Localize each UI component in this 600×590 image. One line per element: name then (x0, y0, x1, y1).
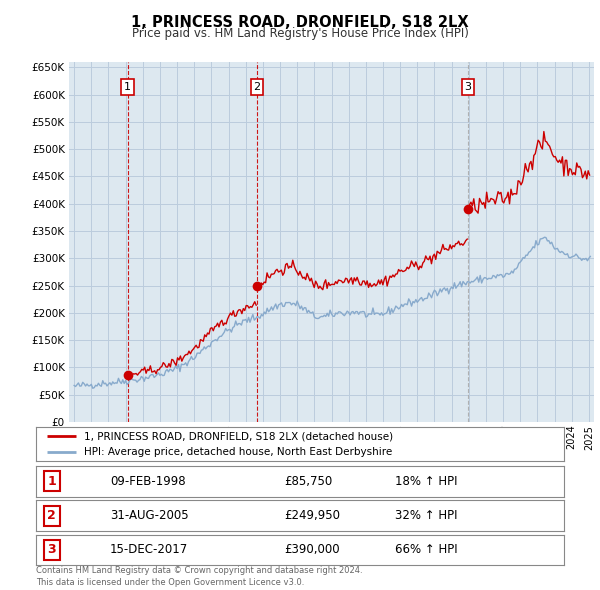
Text: 31-AUG-2005: 31-AUG-2005 (110, 509, 188, 522)
Text: £85,750: £85,750 (284, 475, 332, 488)
Text: 32% ↑ HPI: 32% ↑ HPI (395, 509, 458, 522)
Text: 1, PRINCESS ROAD, DRONFIELD, S18 2LX: 1, PRINCESS ROAD, DRONFIELD, S18 2LX (131, 15, 469, 30)
Text: 3: 3 (47, 543, 56, 556)
Text: 1: 1 (47, 475, 56, 488)
Text: 1: 1 (124, 82, 131, 92)
Text: 18% ↑ HPI: 18% ↑ HPI (395, 475, 458, 488)
Text: 66% ↑ HPI: 66% ↑ HPI (395, 543, 458, 556)
Text: £249,950: £249,950 (284, 509, 340, 522)
Text: 2: 2 (47, 509, 56, 522)
Text: £390,000: £390,000 (284, 543, 340, 556)
Text: 3: 3 (464, 82, 472, 92)
Text: 15-DEC-2017: 15-DEC-2017 (110, 543, 188, 556)
Text: HPI: Average price, detached house, North East Derbyshire: HPI: Average price, detached house, Nort… (83, 447, 392, 457)
Text: 09-FEB-1998: 09-FEB-1998 (110, 475, 185, 488)
Text: 2: 2 (253, 82, 260, 92)
Text: Price paid vs. HM Land Registry's House Price Index (HPI): Price paid vs. HM Land Registry's House … (131, 27, 469, 40)
Text: 1, PRINCESS ROAD, DRONFIELD, S18 2LX (detached house): 1, PRINCESS ROAD, DRONFIELD, S18 2LX (de… (83, 431, 392, 441)
Text: Contains HM Land Registry data © Crown copyright and database right 2024.
This d: Contains HM Land Registry data © Crown c… (36, 566, 362, 587)
